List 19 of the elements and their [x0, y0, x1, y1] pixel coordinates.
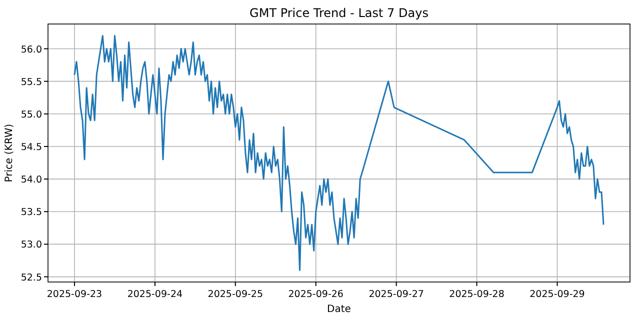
y-tick-label: 55.0 [20, 109, 42, 120]
y-tick-label: 54.0 [20, 174, 42, 186]
y-tick-label: 53.0 [20, 240, 42, 251]
x-tick-label: 2025-09-26 [288, 289, 344, 300]
y-tick-label: 53.5 [20, 207, 42, 218]
x-tick-label: 2025-09-27 [368, 289, 424, 300]
y-tick-label: 56.0 [20, 44, 42, 56]
x-axis-title: Date [327, 304, 351, 315]
y-tick-label: 55.5 [20, 76, 42, 88]
x-tick-label: 2025-09-25 [208, 289, 264, 300]
chart-title: GMT Price Trend - Last 7 Days [250, 6, 428, 20]
x-tick-label: 2025-09-29 [530, 289, 585, 300]
y-tick-label: 54.5 [20, 142, 42, 153]
x-tick-label: 2025-09-23 [46, 289, 102, 300]
y-tick-label: 52.5 [20, 272, 42, 284]
x-tick-label: 2025-09-24 [127, 289, 183, 300]
line-series [74, 34, 604, 272]
x-tick-label: 2025-09-28 [449, 289, 504, 300]
y-axis-title: Price (KRW) [4, 124, 15, 182]
